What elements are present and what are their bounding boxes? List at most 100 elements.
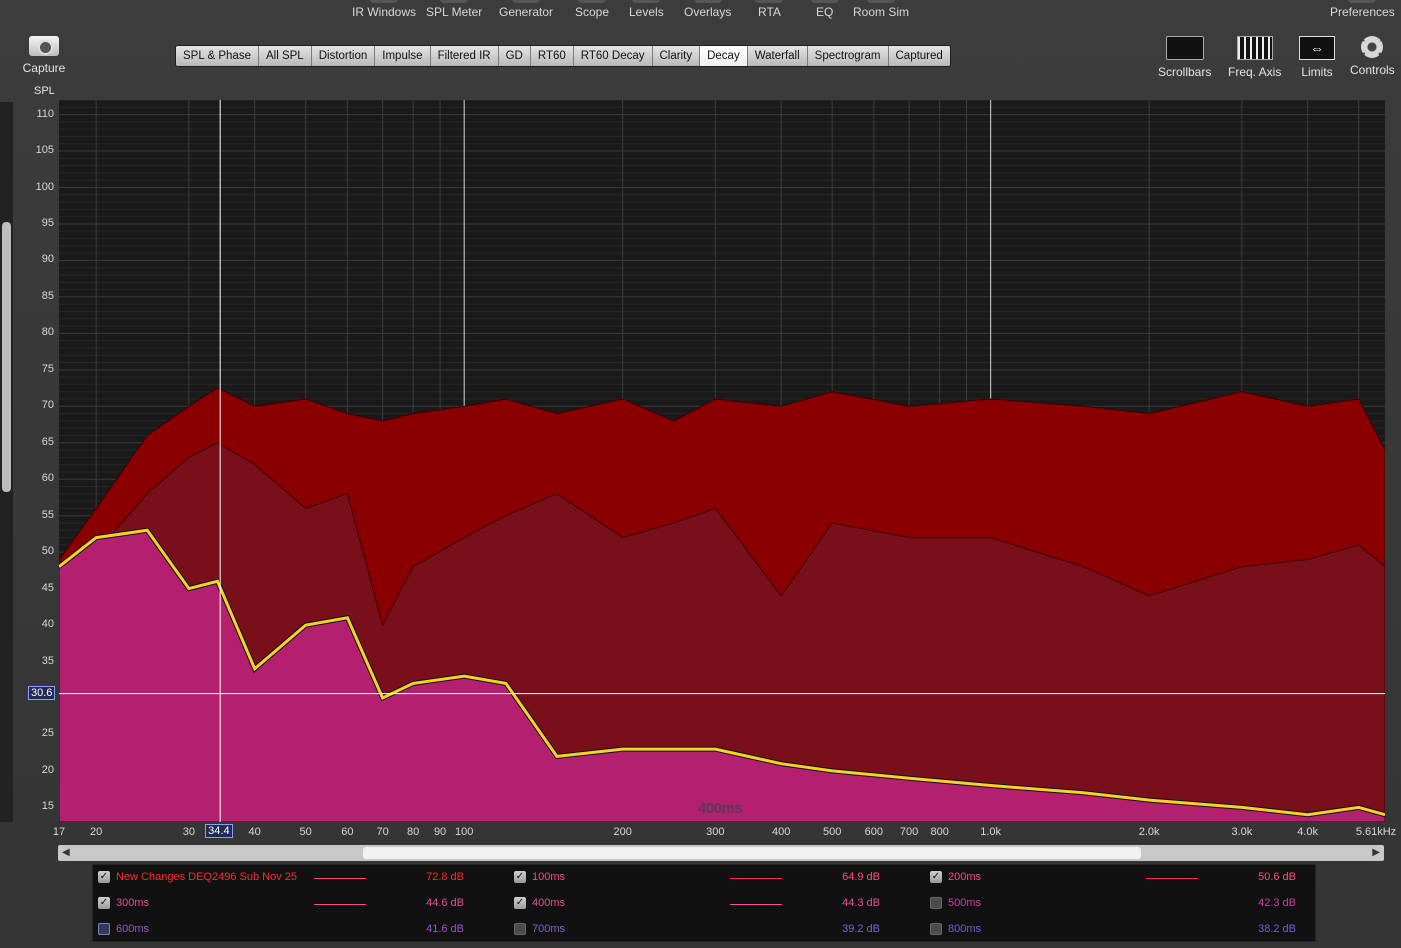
x-tick-label: 800 [930, 826, 949, 838]
tab-filtered-ir[interactable]: Filtered IR [430, 46, 499, 66]
vertical-scrollbar-thumb[interactable] [2, 222, 11, 492]
legend-trace-name: New Changes DEQ2496 Sub Nov 25 [116, 871, 297, 883]
y-tick-label: 75 [41, 362, 54, 375]
legend-checkbox[interactable] [930, 923, 942, 935]
legend-checkbox[interactable]: ✓ [930, 871, 942, 883]
limits-button[interactable]: ⇔ Limits [1299, 36, 1335, 79]
menu-generator[interactable]: Generator [499, 0, 554, 19]
cursor-freq-readout: 34.4 [205, 824, 233, 838]
x-tick-label: 30 [182, 826, 195, 838]
tab-all-spl[interactable]: All SPL [258, 46, 312, 66]
decay-chart[interactable] [59, 100, 1385, 822]
x-tick-label: 60 [341, 826, 354, 838]
legend-item: ✓ 400ms 44.3 dB [509, 893, 909, 913]
legend-trace-name: 200ms [948, 871, 982, 883]
controls-button[interactable]: Controls [1350, 36, 1395, 77]
scroll-right-icon[interactable]: ▶ [1372, 847, 1380, 858]
tab-impulse[interactable]: Impulse [375, 46, 431, 66]
y-tick-label: 70 [41, 399, 54, 412]
x-tick-label: 2.0k [1138, 826, 1160, 838]
menu-eq[interactable]: EQ [810, 0, 840, 19]
legend-item: ✓ 300ms 44.6 dB [93, 893, 493, 913]
tab-gd[interactable]: GD [498, 46, 531, 66]
top-toolbar: IR Windows SPL Meter Generator Scope Lev… [0, 0, 1401, 22]
legend-checkbox[interactable]: ✓ [98, 897, 110, 909]
y-tick-label: 60 [41, 472, 54, 485]
freq-axis-icon [1236, 36, 1273, 60]
y-tick-label: 45 [41, 581, 54, 594]
tab-captured[interactable]: Captured [888, 46, 950, 66]
legend-checkbox[interactable]: ✓ [98, 871, 110, 883]
cursor-spl-readout: 30.6 [28, 685, 56, 700]
y-tick-label: 35 [41, 654, 54, 667]
scroll-left-icon[interactable]: ◀ [62, 847, 70, 858]
menu-room-sim[interactable]: Room Sim [853, 0, 910, 19]
legend-line-swatch [314, 878, 366, 879]
freq-axis-button[interactable]: Freq. Axis [1228, 36, 1281, 79]
legend-checkbox[interactable]: ✓ [514, 897, 526, 909]
graph-tabs: SPL & Phase All SPL Distortion Impulse F… [175, 45, 951, 67]
legend-value: 50.6 dB [1258, 871, 1296, 883]
capture-label: Capture [22, 61, 66, 75]
x-tick-label: 300 [706, 826, 725, 838]
x-tick-label: 3.0k [1231, 826, 1253, 838]
tab-rt60-decay[interactable]: RT60 Decay [573, 46, 653, 66]
y-tick-label: 40 [41, 618, 54, 631]
freq-axis-label: Freq. Axis [1228, 65, 1282, 79]
decay-time-label: 400ms [698, 800, 743, 817]
y-tick-label: 95 [41, 216, 54, 229]
x-tick-label: 70 [376, 826, 389, 838]
tab-spl-phase[interactable]: SPL & Phase [176, 46, 259, 66]
menu-overlays[interactable]: Overlays [684, 0, 732, 19]
tab-clarity[interactable]: Clarity [652, 46, 701, 66]
limits-icon: ⇔ [1299, 36, 1335, 60]
tab-rt60[interactable]: RT60 [530, 46, 574, 66]
scrollbars-icon [1165, 36, 1204, 60]
x-tick-label: 500 [822, 826, 842, 838]
legend-checkbox[interactable] [930, 897, 942, 909]
vertical-scrollbar[interactable] [0, 102, 13, 822]
legend-checkbox[interactable] [98, 923, 110, 935]
menu-scope[interactable]: Scope [575, 0, 610, 19]
y-tick-label: 110 [36, 107, 54, 120]
legend-checkbox[interactable] [514, 923, 526, 935]
controls-label: Controls [1350, 63, 1395, 77]
x-tick-label: 200 [613, 826, 632, 838]
tab-decay[interactable]: Decay [700, 46, 748, 66]
menu-spl-meter[interactable]: SPL Meter [426, 0, 483, 19]
legend-line-swatch [730, 878, 782, 879]
decay-graph[interactable] [59, 100, 1385, 822]
legend-trace-name: 600ms [116, 923, 150, 935]
menu-rta[interactable]: RTA [755, 0, 784, 19]
scrollbars-button[interactable]: Scrollbars [1158, 36, 1211, 79]
legend-item: 800ms 38.2 dB [925, 919, 1325, 939]
horizontal-scrollbar[interactable]: ◀ ▶ [58, 845, 1384, 861]
x-tick-label: 17 [52, 826, 66, 838]
y-tick-label: 65 [41, 435, 54, 448]
legend-line-swatch [314, 904, 366, 905]
tab-waterfall[interactable]: Waterfall [747, 46, 808, 66]
menu-preferences[interactable]: Preferences [1330, 0, 1395, 19]
menu-ir-windows[interactable]: IR Windows [352, 0, 417, 19]
x-tick-label: 700 [899, 826, 919, 838]
tab-spectrogram[interactable]: Spectrogram [807, 46, 889, 66]
menu-levels[interactable]: Levels [629, 0, 664, 19]
legend-value: 42.3 dB [1258, 897, 1296, 909]
x-tick-label: 100 [454, 826, 474, 838]
legend-checkbox[interactable]: ✓ [514, 871, 526, 883]
x-tick-label: 1.0k [980, 826, 1002, 838]
y-tick-label: 85 [41, 289, 54, 302]
y-tick-label: 80 [41, 326, 54, 339]
legend-line-swatch [730, 904, 782, 905]
x-tick-label: 600 [864, 826, 884, 838]
tab-distortion[interactable]: Distortion [311, 46, 376, 66]
legend-trace-name: 500ms [948, 897, 982, 909]
x-tick-label: 5.61kHz [1355, 826, 1397, 838]
capture-button[interactable]: Capture [18, 36, 70, 75]
legend-item: 500ms 42.3 dB [925, 893, 1325, 913]
legend-value: 41.6 dB [426, 923, 464, 935]
legend-line-swatch [1146, 878, 1198, 879]
horizontal-scrollbar-thumb[interactable] [363, 847, 1141, 859]
legend-item: ✓ 100ms 64.9 dB [509, 867, 909, 887]
